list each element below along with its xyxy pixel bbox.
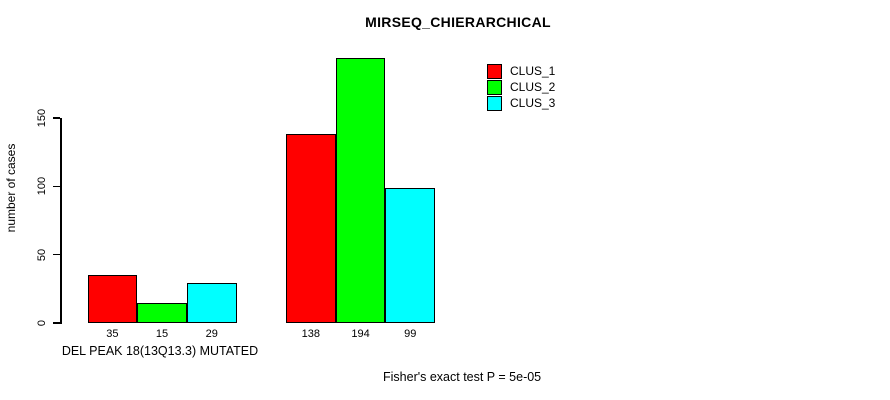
bar-value-clus_3-group2: 99 (404, 328, 417, 340)
bar-value-clus_3-group1: 29 (205, 328, 218, 340)
y-tick-mark-100 (53, 185, 60, 188)
legend-swatch-clus3 (487, 95, 502, 111)
y-tick-mark-0 (53, 322, 60, 324)
bar-clus_1-group2 (286, 134, 336, 323)
y-tick-label-50: 50 (36, 248, 48, 261)
legend-label-clus2: CLUS_2 (510, 80, 556, 94)
y-axis-label: number of cases (4, 143, 18, 233)
legend-row-clus3: CLUS_3 (487, 95, 555, 111)
legend-swatch-clus1 (487, 63, 502, 79)
legend-row-clus1: CLUS_1 (487, 63, 555, 79)
bar-value-clus_2-group2: 194 (351, 328, 370, 340)
fisher-test-annotation: Fisher's exact test P = 5e-05 (383, 370, 542, 384)
bar-clus_3-group1 (186, 283, 237, 323)
bar-value-clus_1-group2: 138 (301, 328, 321, 340)
y-tick-label-100: 100 (36, 177, 48, 196)
bar-clus_1-group1 (87, 275, 138, 323)
y-tick-label-150: 150 (36, 108, 48, 128)
bar-clus_2-group1 (137, 302, 187, 323)
x-axis-label: DEL PEAK 18(13Q13.3) MUTATED (61, 344, 259, 358)
y-tick-mark-150 (53, 117, 60, 119)
y-axis-line (60, 118, 62, 324)
bar-value-clus_2-group1: 15 (155, 328, 169, 340)
bar-value-clus_1-group1: 35 (106, 328, 119, 340)
legend: CLUS_1 CLUS_2 CLUS_3 (487, 63, 555, 111)
chart-title: MIRSEQ_CHIERARCHICAL (365, 14, 551, 30)
legend-swatch-clus2 (487, 79, 502, 95)
legend-label-clus1: CLUS_1 (510, 64, 556, 78)
legend-row-clus2: CLUS_2 (487, 79, 555, 95)
y-tick-label-0: 0 (36, 319, 48, 327)
bar-clus_3-group2 (385, 187, 436, 323)
y-tick-mark-50 (53, 253, 60, 256)
legend-label-clus3: CLUS_3 (510, 96, 556, 110)
bar-clus_2-group2 (335, 57, 386, 323)
